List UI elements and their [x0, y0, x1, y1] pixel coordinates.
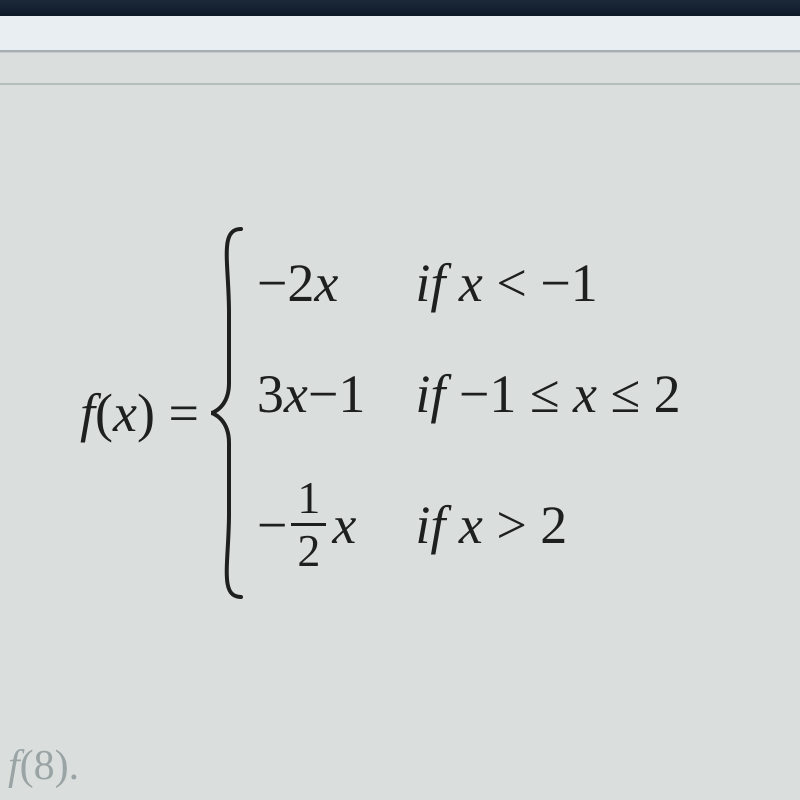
- case-1-expression: −2x: [257, 252, 365, 314]
- case-3-negative-sign: −: [257, 494, 287, 556]
- case-3-condition: if x > 2: [415, 494, 680, 556]
- case-3-expression: − 1 2 x: [257, 475, 365, 574]
- fraction-one-half: 1 2: [291, 475, 326, 574]
- cases-grid: −2x if x < −1 3x−1 if −1 ≤ x ≤ 2 −: [249, 223, 681, 603]
- piecewise-function: f(x) = −2x if x < −1 3x−1: [80, 223, 760, 603]
- browser-chrome-dark: [0, 0, 800, 16]
- browser-chrome-light: [0, 16, 800, 52]
- case-2-condition: if −1 ≤ x ≤ 2: [415, 363, 680, 425]
- left-brace-icon: [205, 223, 249, 603]
- brace-group: −2x if x < −1 3x−1 if −1 ≤ x ≤ 2 −: [205, 223, 681, 603]
- equation-row: f(x) = −2x if x < −1 3x−1: [80, 223, 760, 603]
- function-lhs: f(x) =: [80, 382, 199, 444]
- footer-evaluate-label: f(8).: [8, 742, 79, 790]
- page-body: f(x) = −2x if x < −1 3x−1: [0, 52, 800, 800]
- case-1-condition: if x < −1: [415, 252, 680, 314]
- case-2-expression: 3x−1: [257, 363, 365, 425]
